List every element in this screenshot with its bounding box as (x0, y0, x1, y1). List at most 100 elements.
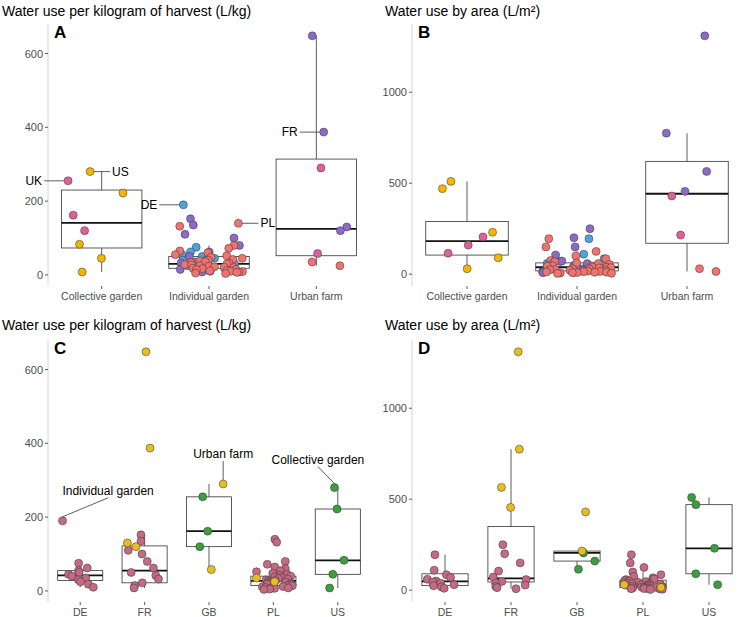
data-point (438, 185, 446, 193)
data-point (450, 581, 458, 589)
data-point (192, 269, 200, 277)
data-point (692, 570, 700, 578)
data-point (677, 231, 685, 239)
data-point (668, 192, 676, 200)
x-tick-label: Urban farm (661, 290, 714, 302)
box (315, 509, 360, 574)
whisker-high (101, 172, 102, 190)
y-tick-label: 400 (25, 121, 43, 133)
data-point (222, 269, 230, 277)
data-point (81, 227, 89, 235)
annotation-leader (223, 461, 224, 480)
y-tick (45, 590, 48, 591)
y-tick-label: 1000 (383, 86, 407, 98)
data-point (146, 444, 154, 452)
data-point (543, 268, 551, 276)
whisker-low (337, 574, 338, 588)
data-point (89, 583, 97, 591)
data-point (570, 234, 578, 242)
x-tick-label: FR (504, 606, 518, 617)
data-point (199, 493, 207, 501)
data-point (333, 505, 341, 513)
x-tick-label: PL (267, 606, 280, 617)
data-point (607, 269, 615, 277)
annotation: Collective garden (272, 453, 365, 467)
box (488, 526, 534, 581)
data-point (78, 268, 86, 276)
whisker-low (687, 243, 688, 271)
data-point (521, 581, 529, 589)
data-point (76, 240, 84, 248)
data-point (75, 559, 83, 567)
data-point (340, 556, 348, 564)
data-point (479, 233, 487, 241)
y-tick-label: 400 (25, 437, 43, 449)
data-point (507, 503, 515, 511)
y-tick (45, 369, 48, 370)
plot-area (61, 32, 356, 278)
data-point (97, 254, 105, 262)
data-point (640, 563, 648, 571)
panel-letter: A (54, 23, 66, 42)
data-point (554, 269, 562, 277)
y-tick-label: 500 (389, 177, 407, 189)
data-point (86, 168, 94, 176)
data-point (542, 243, 550, 251)
data-point (591, 268, 599, 276)
x-tick-label: Individual garden (537, 290, 617, 302)
y-tick-label: 0 (401, 268, 407, 280)
data-point (514, 348, 522, 356)
data-point (703, 167, 711, 175)
data-point (132, 543, 140, 551)
data-point (582, 508, 590, 516)
data-point (646, 585, 654, 593)
data-point (626, 559, 634, 567)
x-tick (643, 602, 644, 605)
x-tick-label: Collective garden (426, 290, 507, 302)
y-tick (45, 443, 48, 444)
data-point (701, 32, 709, 40)
box (276, 159, 357, 256)
plot-area (422, 348, 732, 594)
data-point (271, 578, 279, 586)
data-point (260, 585, 268, 593)
x-tick-label: US (702, 606, 717, 617)
annotation: US (112, 165, 129, 179)
whisker-high (316, 36, 317, 159)
data-point (578, 547, 586, 555)
data-point (430, 566, 438, 574)
data-point (494, 254, 502, 262)
data-point (571, 243, 579, 251)
data-point (233, 268, 241, 276)
data-point (69, 211, 77, 219)
data-point (493, 584, 501, 592)
data-point (512, 585, 520, 593)
data-point (558, 257, 566, 265)
background (0, 0, 749, 617)
data-point (326, 584, 334, 592)
data-point (179, 201, 187, 209)
panel-title: Water use per kilogram of harvest (L/kg) (2, 3, 251, 19)
data-point (149, 564, 157, 572)
data-point (712, 267, 720, 275)
x-tick-label: US (331, 606, 346, 617)
data-point (317, 164, 325, 172)
data-point (688, 493, 696, 501)
data-point (234, 219, 242, 227)
median (61, 222, 142, 224)
data-point (252, 574, 260, 582)
x-tick (687, 286, 688, 289)
y-tick-label: 200 (25, 511, 43, 523)
data-point (696, 265, 704, 273)
data-point (336, 262, 344, 270)
annotation: Urban farm (193, 447, 253, 461)
y-axis-line (412, 340, 413, 602)
x-tick (577, 602, 578, 605)
data-point (489, 228, 497, 236)
x-tick-label: GB (569, 606, 584, 617)
y-tick-label: 0 (37, 269, 43, 281)
data-point (176, 222, 184, 230)
x-tick-label: Urban farm (290, 290, 343, 302)
data-point (692, 501, 700, 509)
whisker-high (511, 449, 512, 526)
